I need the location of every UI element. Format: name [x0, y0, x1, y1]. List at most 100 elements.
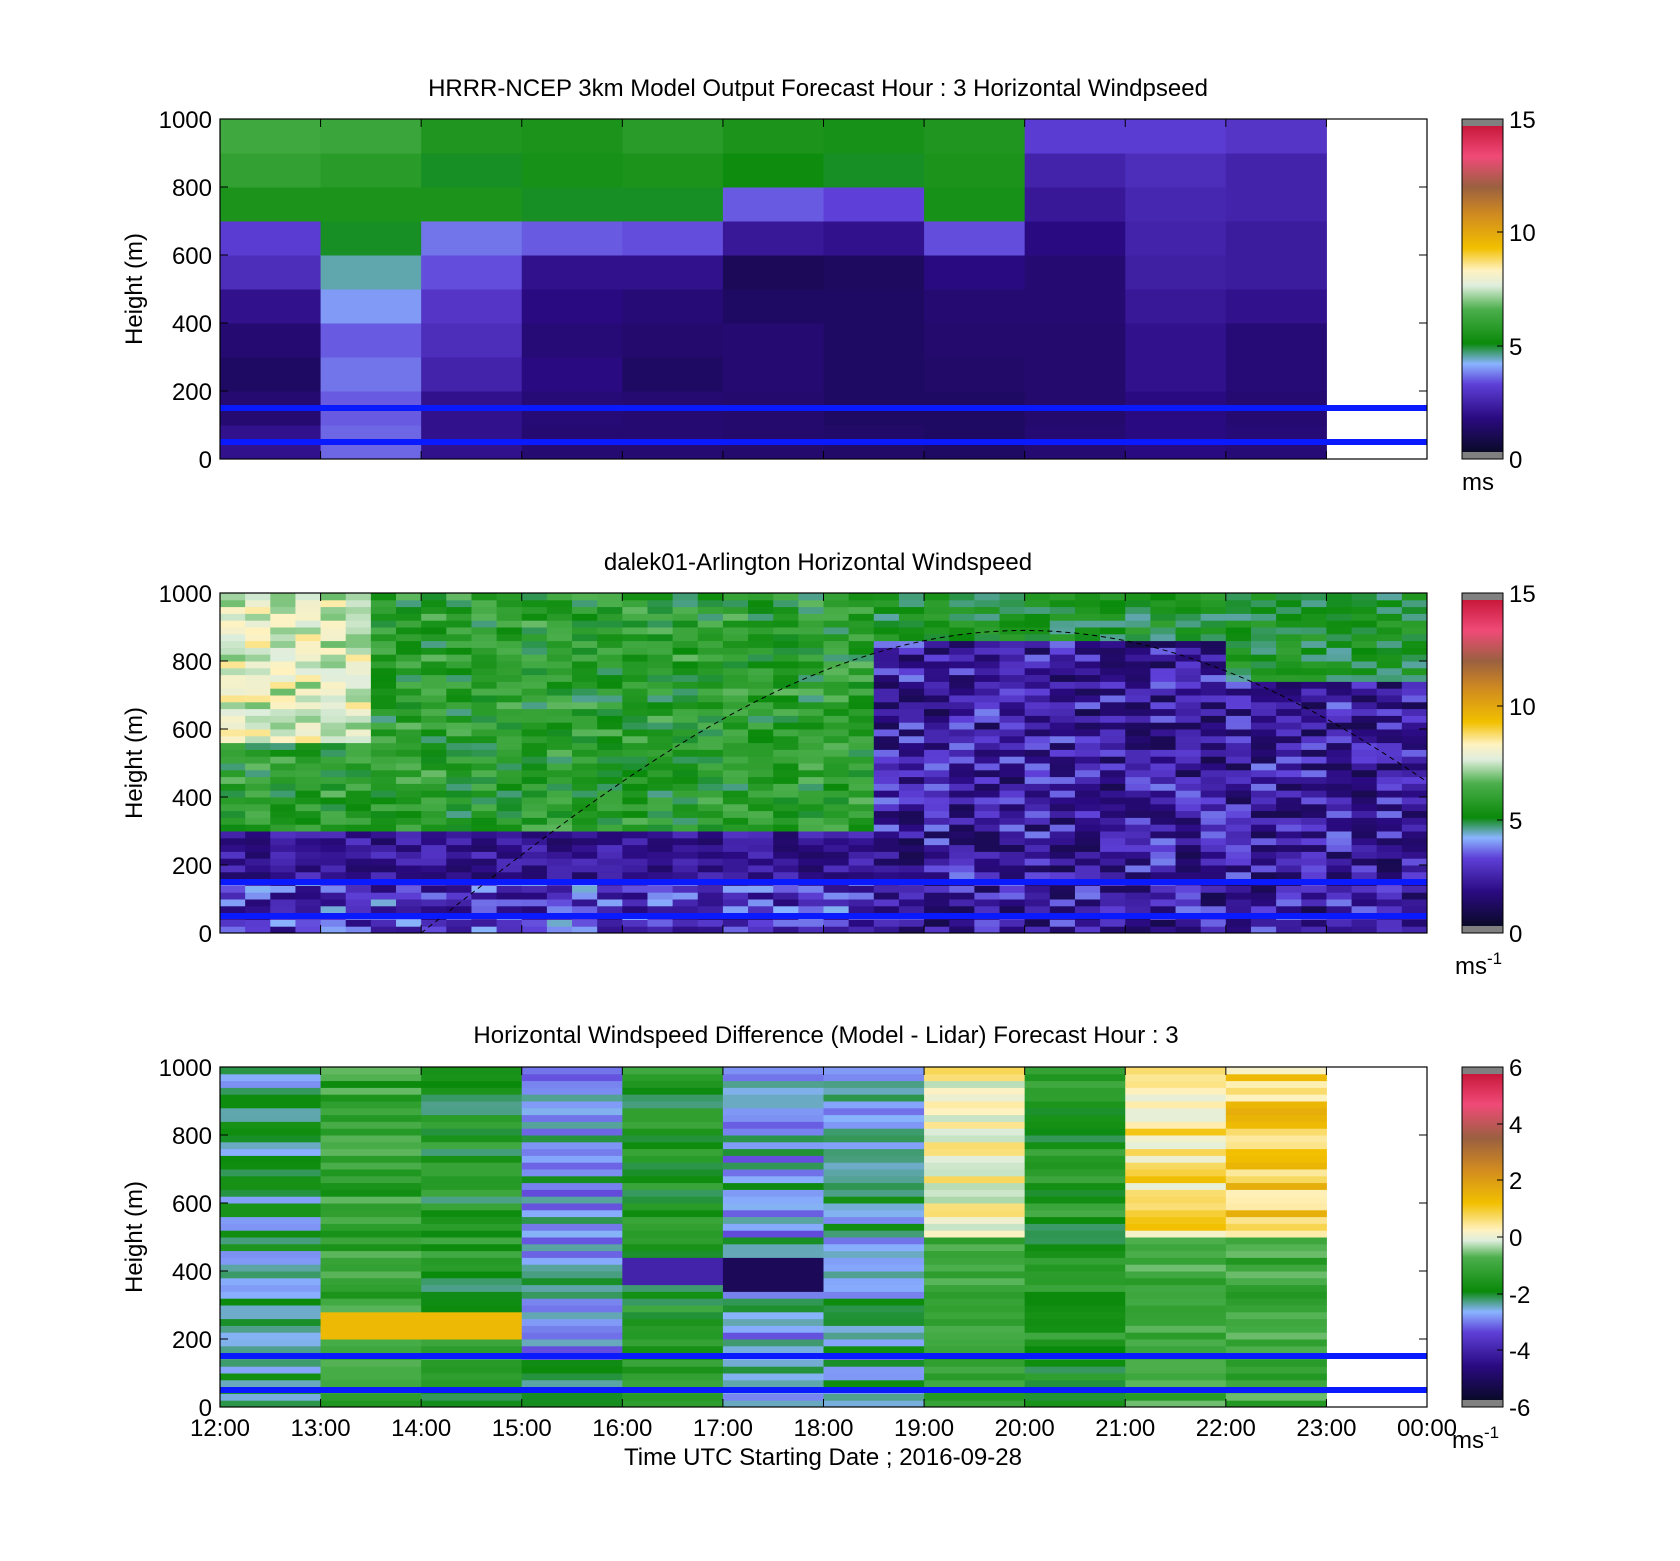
heatmap-cell	[320, 708, 347, 716]
heatmap-cell	[949, 871, 975, 880]
heatmap-cell	[823, 654, 850, 662]
heatmap-cell	[345, 817, 372, 825]
heatmap-cell	[873, 722, 900, 730]
heatmap-cell	[597, 633, 623, 642]
heatmap-cell	[1125, 1196, 1227, 1204]
heatmap-cell	[1125, 926, 1151, 934]
heatmap-cell	[320, 1169, 422, 1177]
heatmap-cell	[773, 661, 799, 669]
heatmap-cell	[873, 620, 900, 628]
heatmap-cell	[873, 593, 900, 601]
panel3-x-ticks	[320, 1067, 1327, 1407]
heatmap-cell	[245, 783, 271, 791]
heatmap-cell	[1125, 119, 1227, 154]
heatmap-cell	[672, 661, 699, 669]
heatmap-cell	[697, 688, 724, 696]
heatmap-cell	[999, 797, 1026, 805]
heatmap-cell	[270, 695, 296, 703]
heatmap-cell	[848, 613, 875, 621]
heatmap-cell	[1376, 824, 1403, 832]
heatmap-cell	[471, 599, 498, 608]
heatmap-cell	[722, 790, 749, 798]
heatmap-cell	[1276, 627, 1302, 635]
heatmap-cell	[521, 1393, 623, 1401]
heatmap-cell	[622, 593, 648, 601]
heatmap-cell	[521, 763, 548, 771]
heatmap-cell	[697, 790, 724, 798]
heatmap-cell	[1024, 255, 1126, 290]
heatmap-cell	[220, 1359, 322, 1367]
heatmap-cell	[1125, 1162, 1227, 1170]
heatmap-cell	[597, 824, 623, 832]
heatmap-cell	[1225, 1359, 1327, 1367]
heatmap-cell	[295, 905, 322, 914]
heatmap-cell	[722, 654, 749, 662]
heatmap-cell	[1049, 892, 1076, 900]
heatmap-cell	[320, 776, 347, 784]
heatmap-cell	[295, 593, 322, 601]
heatmap-cell	[1326, 613, 1353, 621]
heatmap-cell	[1074, 926, 1101, 934]
heatmap-cell	[1326, 899, 1353, 907]
heatmap-cell	[949, 701, 975, 710]
heatmap-cell	[345, 899, 372, 907]
heatmap-cell	[672, 919, 699, 927]
heatmap-cell	[496, 715, 523, 723]
heatmap-cell	[1225, 1121, 1327, 1129]
y-tick-label: 800	[172, 1123, 212, 1150]
heatmap-cell	[1049, 742, 1076, 750]
heatmap-cell	[798, 654, 824, 662]
heatmap-cell	[295, 722, 322, 730]
heatmap-cell	[974, 735, 1001, 744]
x-axis-label: Time UTC Starting Date ; 2016-09-28	[624, 1444, 1022, 1471]
heatmap-cell	[1100, 593, 1126, 601]
heatmap-cell	[798, 599, 824, 608]
heatmap-cell	[924, 803, 950, 812]
heatmap-cell	[421, 633, 447, 642]
heatmap-cell	[1225, 831, 1252, 839]
panel3-y-label: Height (m)	[121, 1181, 148, 1293]
heatmap-cell	[1276, 688, 1302, 696]
heatmap-cell	[295, 783, 322, 791]
heatmap-cell	[1100, 837, 1126, 846]
heatmap-cell	[924, 790, 950, 798]
heatmap-cell	[1326, 735, 1353, 744]
heatmap-cell	[924, 633, 950, 642]
heatmap-cell	[521, 1277, 623, 1286]
heatmap-cell	[873, 695, 900, 703]
heatmap-cell	[295, 708, 322, 716]
heatmap-cell	[722, 735, 749, 744]
heatmap-cell	[1225, 1128, 1327, 1136]
heatmap-cell	[1024, 1373, 1126, 1381]
colorbar-gradient	[1461, 118, 1504, 460]
heatmap-cell	[647, 599, 674, 608]
heatmap-cell	[521, 756, 548, 764]
heatmap-cell	[521, 1237, 623, 1245]
heatmap-cell	[496, 803, 523, 812]
heatmap-cell	[999, 708, 1026, 716]
heatmap-cell	[320, 1305, 422, 1313]
heatmap-cell	[672, 667, 699, 676]
heatmap-cell	[1376, 763, 1403, 771]
heatmap-cell	[320, 742, 347, 750]
heatmap-cell	[1024, 1284, 1126, 1292]
heatmap-cell	[848, 742, 875, 750]
heatmap-cell	[1125, 865, 1151, 873]
heatmap-cell	[270, 606, 296, 614]
heatmap-cell	[421, 1311, 523, 1320]
heatmap-cell	[873, 790, 900, 798]
heatmap-cell	[521, 1366, 623, 1374]
heatmap-cell	[622, 885, 648, 893]
heatmap-cell	[949, 627, 975, 635]
heatmap-cell	[1024, 620, 1051, 628]
heatmap-cell	[622, 357, 724, 392]
heatmap-cell	[748, 905, 774, 914]
heatmap-cell	[974, 926, 1001, 934]
heatmap-cell	[370, 892, 397, 900]
heatmap-cell	[320, 885, 347, 893]
heatmap-cell	[320, 1379, 422, 1388]
heatmap-cell	[1024, 1291, 1126, 1299]
heatmap-cell	[999, 824, 1026, 832]
heatmap-cell	[1175, 756, 1202, 764]
heatmap-cell	[572, 871, 598, 880]
